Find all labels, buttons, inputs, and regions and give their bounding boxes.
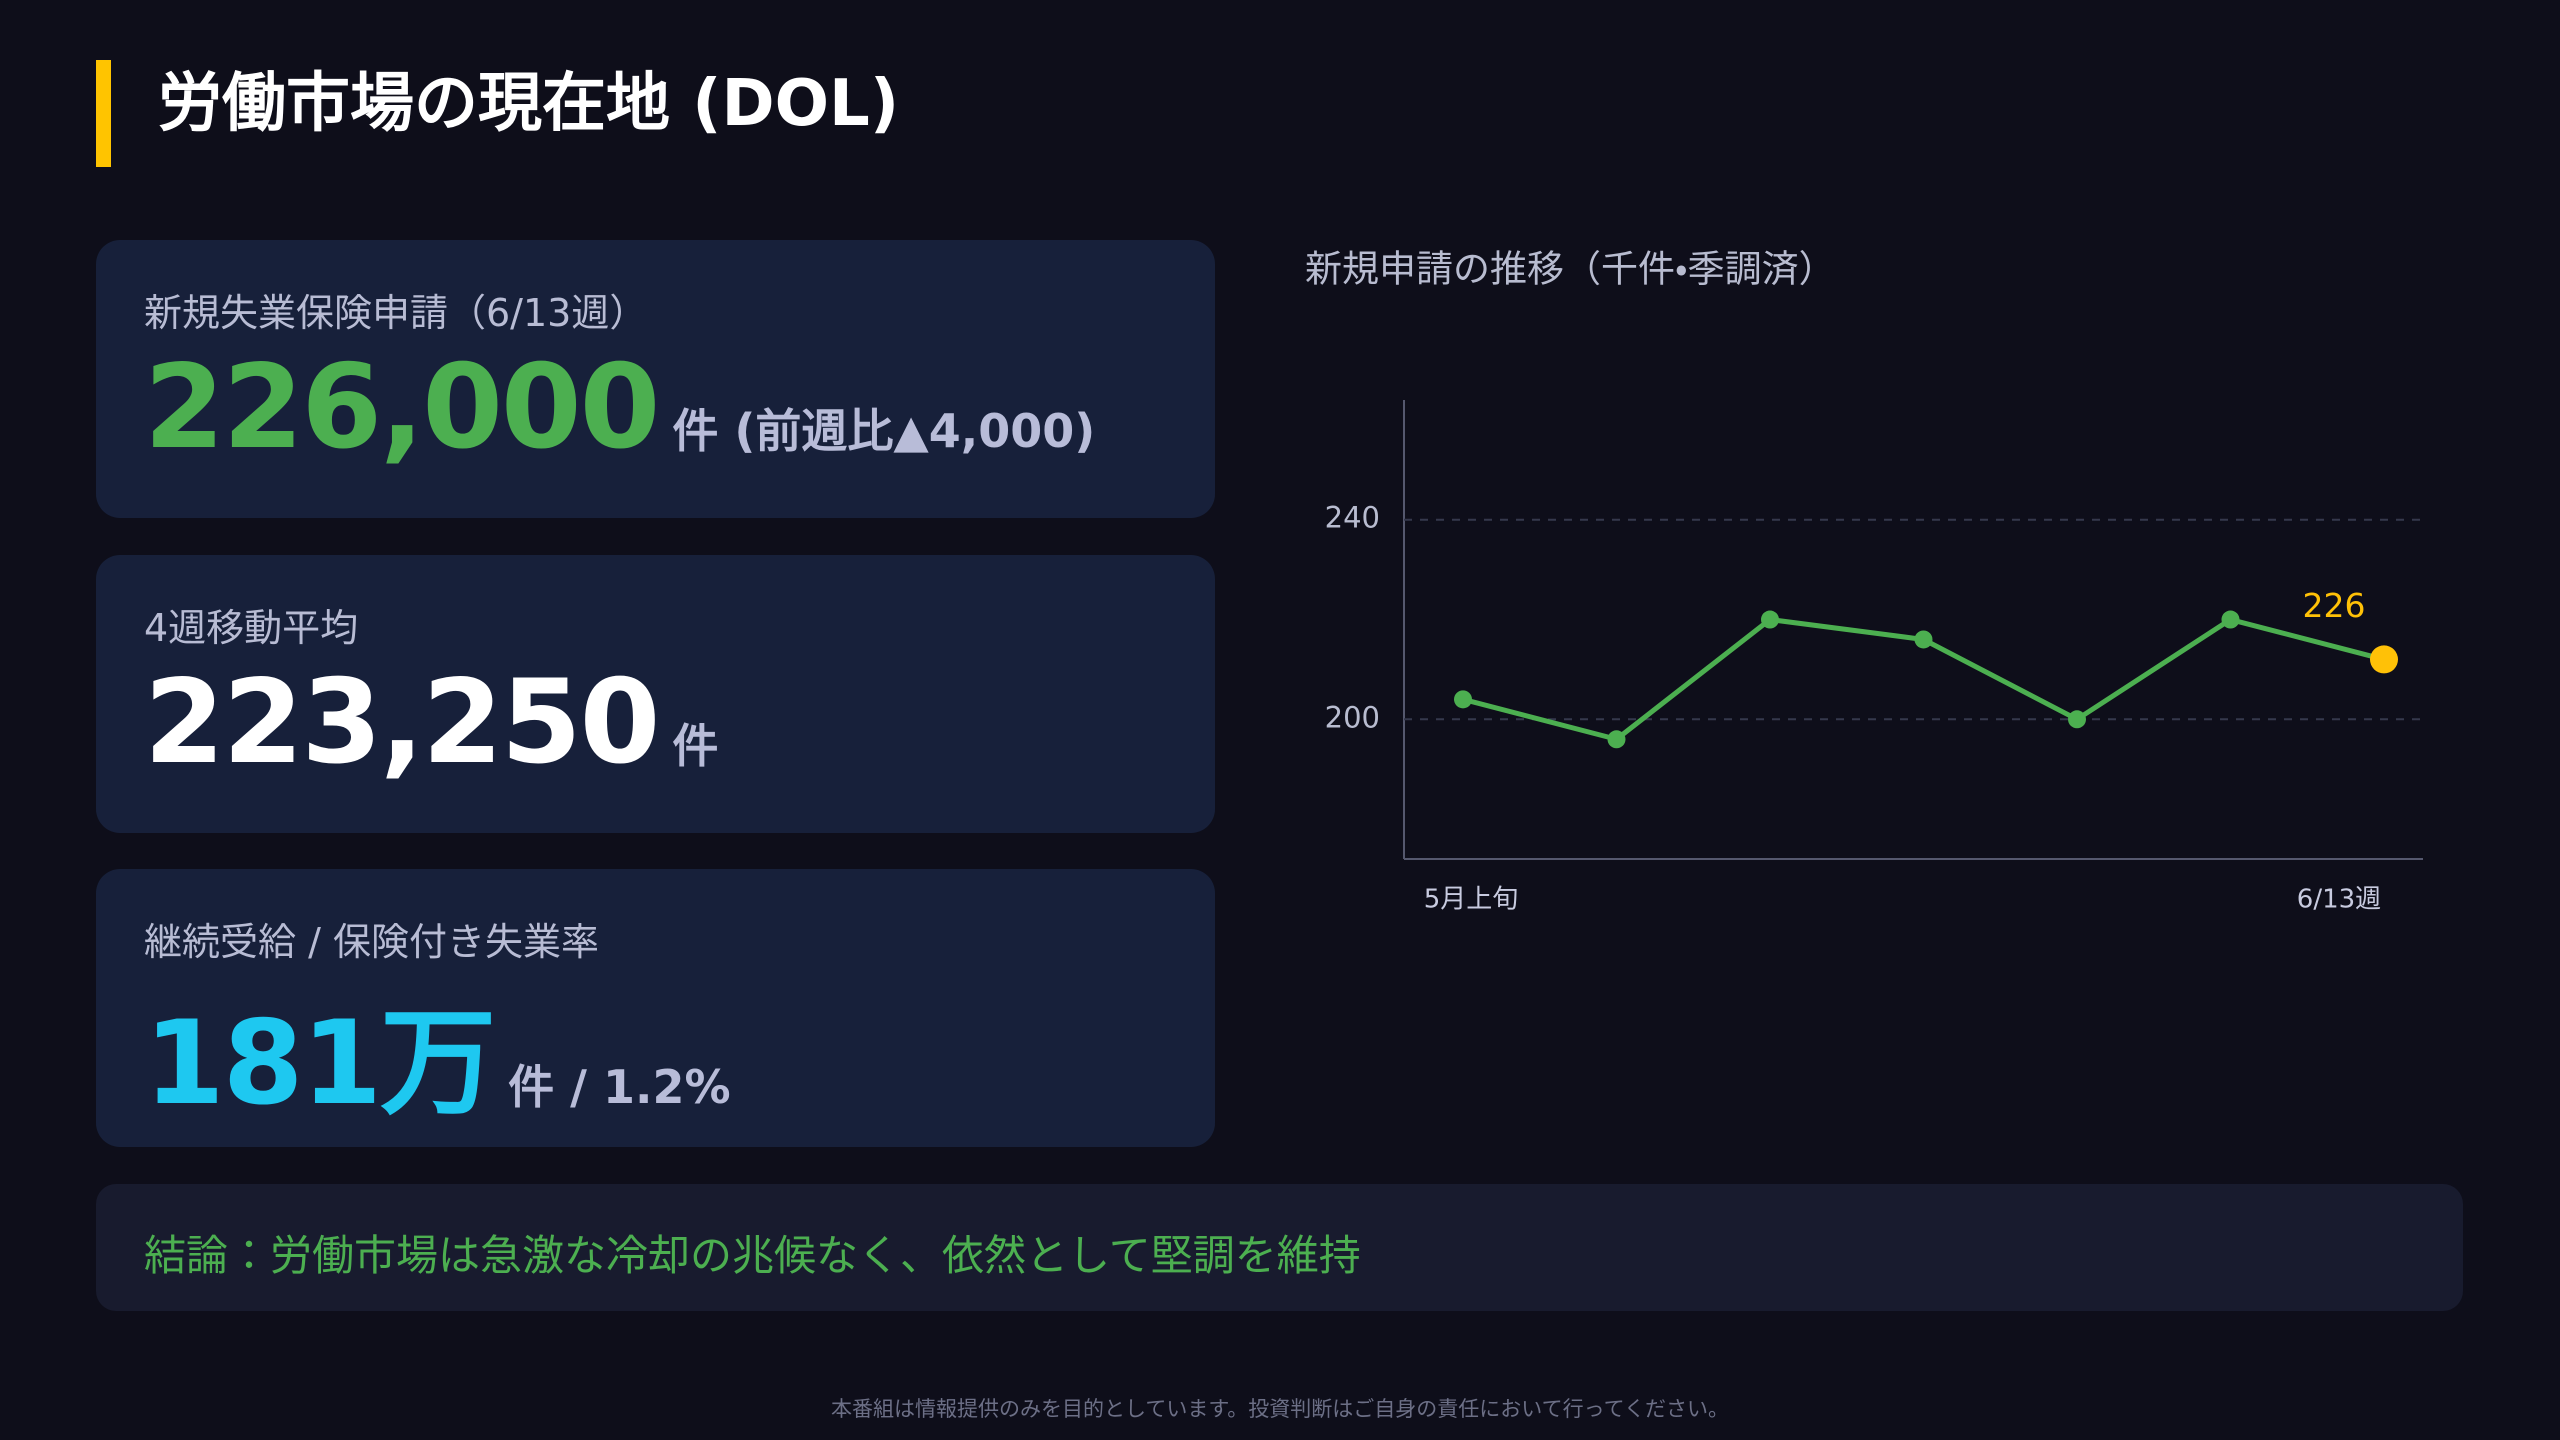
card-value: 181万: [144, 996, 496, 1131]
card-value: 226,000: [144, 340, 660, 475]
data-point: [1454, 690, 1472, 709]
card-row: 226,000 件 (前週比▲4,000): [144, 340, 1095, 475]
y-tick-label: 200: [1325, 700, 1380, 734]
data-point: [2221, 610, 2240, 629]
card-row: 181万件 / 1.2%: [144, 969, 731, 1137]
card-label: 継続受給 / 保険付き失業率: [144, 920, 599, 964]
chart-title: 新規申請の推移（千件・季調済）: [1305, 248, 1836, 291]
x-tick-label: 6/13週: [2297, 885, 2381, 915]
x-tick-label: 5月上旬: [1424, 885, 1519, 915]
page-title: 労働市場の現在地 (DOL): [158, 67, 900, 141]
data-point: [1914, 630, 1933, 649]
card-unit: 件 / 1.2%: [508, 1060, 731, 1114]
data-point: [2068, 710, 2086, 729]
metric-card: 新規失業保険申請（6/13週） 226,000 件 (前週比▲4,000): [96, 240, 1215, 518]
metric-card: 継続受給 / 保険付き失業率 181万件 / 1.2%: [96, 869, 1215, 1147]
annotation: 226: [2303, 586, 2366, 625]
card-row: 223,250 件: [144, 655, 718, 790]
data-point: [1607, 730, 1626, 749]
card-value: 223,250: [144, 655, 660, 790]
data-point: [2370, 645, 2398, 674]
data-point: [1761, 610, 1779, 629]
y-tick-label: 240: [1325, 501, 1380, 535]
disclaimer: 本番組は情報提供のみを目的としています。投資判断はご自身の責任において行ってくだ…: [831, 1397, 1729, 1421]
conclusion-box: 結論：労働市場は急激な冷却の兆候なく、依然として堅調を維持: [96, 1184, 2463, 1311]
conclusion-text: 結論：労働市場は急激な冷却の兆候なく、依然として堅調を維持: [144, 1231, 1361, 1280]
card-unit: 件 (前週比▲4,000): [672, 404, 1096, 458]
metric-card: 4週移動平均 223,250 件: [96, 555, 1215, 833]
accent-bar: [96, 60, 111, 167]
card-unit: 件: [672, 719, 719, 773]
card-label: 4週移動平均: [144, 606, 359, 650]
card-label: 新規失業保険申請（6/13週）: [144, 291, 648, 335]
